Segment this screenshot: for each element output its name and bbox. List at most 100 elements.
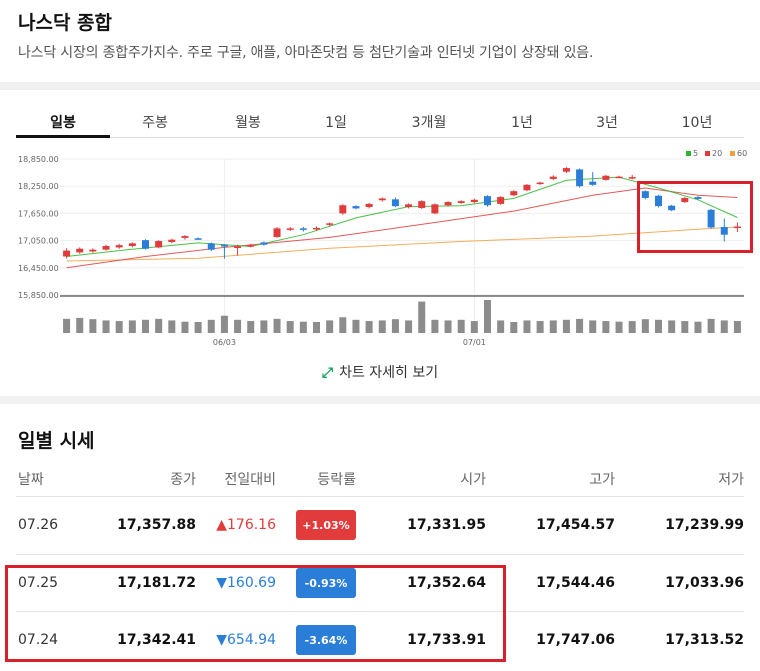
row-open: 17,331.95 [407, 517, 486, 533]
row-open: 17,352.64 [407, 575, 486, 591]
row-open: 17,733.91 [407, 632, 486, 648]
row-close: 17,357.88 [117, 517, 196, 533]
candle-body [484, 196, 491, 206]
volume-bar [194, 322, 202, 333]
legend-label: 5 [693, 149, 698, 158]
candle-body [733, 226, 741, 229]
volume-bar [286, 321, 294, 333]
index-description: 나스닥 시장의 종합주가지수. 주로 구글, 애플, 아마존닷컴 등 첨단기술과… [18, 45, 594, 61]
volume-bar [431, 319, 439, 333]
expand-icon: ⤢ [321, 365, 334, 381]
candle-body [576, 169, 584, 187]
volume-bar [536, 321, 544, 333]
y-tick-label: 18,850.00 [18, 155, 59, 164]
col-open: 시가 [460, 472, 486, 488]
chart-panel: 일봉 주봉 월봉 1일 3개월 1년 3년 10년 18,850.00 18,25… [0, 90, 760, 396]
candle-body [339, 205, 347, 214]
candle-body [181, 236, 189, 238]
volume-bar [207, 319, 215, 333]
volume-bar [720, 320, 728, 333]
candle-body [142, 240, 149, 249]
volume-bar [549, 320, 557, 333]
legend-label: 60 [737, 149, 747, 158]
legend-swatch [705, 151, 710, 156]
tab-3months[interactable]: 3개월 [411, 115, 447, 131]
candle-body [128, 243, 136, 247]
col-low: 저가 [718, 472, 744, 488]
y-tick-label: 15,850.00 [18, 291, 59, 300]
candle-body [405, 204, 413, 208]
volume-bar [155, 318, 163, 333]
candle-body [418, 201, 426, 208]
volume-bar [378, 320, 386, 333]
row-rate-badge: -3.64% [296, 625, 356, 655]
up-arrow-icon: ▲ [216, 517, 227, 533]
volume-bar [444, 320, 452, 333]
tab-weekly[interactable]: 주봉 [142, 115, 168, 131]
volume-bar [641, 319, 649, 333]
row-low: 17,313.52 [665, 632, 744, 648]
daily-title: 일별 시세 [18, 430, 95, 452]
candle-body [273, 228, 281, 237]
volume-bar [115, 321, 123, 333]
volume-bar [457, 319, 465, 333]
volume-bar [352, 319, 360, 333]
legend-swatch [730, 151, 735, 156]
volume-bar [589, 320, 597, 333]
candle-body [470, 199, 478, 203]
candle-body [510, 191, 518, 196]
volume-bar [733, 321, 741, 333]
active-tab-indicator [16, 135, 110, 138]
volume-bar [181, 321, 189, 333]
volume-bar [602, 321, 610, 333]
ma60-line [66, 226, 738, 262]
volume-bar [220, 315, 228, 333]
volume-bar [681, 321, 689, 333]
tab-monthly[interactable]: 월봉 [235, 115, 261, 131]
tab-1day[interactable]: 1일 [325, 115, 347, 131]
candle-body [365, 203, 373, 208]
chart-detail-link[interactable]: ⤢ 차트 자세히 보기 [0, 362, 760, 382]
volume-bar [562, 319, 570, 333]
volume-bar [339, 317, 347, 333]
candle-body [536, 182, 544, 185]
candle-body [115, 245, 123, 248]
row-divider [16, 496, 744, 497]
col-date: 날짜 [18, 472, 44, 488]
volume-bar [628, 321, 636, 333]
volume-bar [391, 319, 399, 333]
row-date: 07.26 [18, 517, 59, 533]
candle-body [641, 191, 649, 198]
candle-body [89, 249, 97, 252]
volume-bar [497, 320, 505, 333]
volume-bar [128, 320, 136, 333]
candle-body [247, 245, 255, 247]
candle-body [207, 243, 215, 250]
volume-bar [234, 319, 242, 333]
daily-price-panel: 일별 시세 날짜 종가 전일대비 등락률 시가 고가 저가 07.26 17,3… [0, 404, 760, 671]
volume-bar [247, 321, 255, 333]
x-tick-label: 06/03 [213, 338, 236, 347]
candle-body [102, 246, 110, 250]
y-tick-label: 17,650.00 [18, 209, 59, 218]
volume-bar [76, 317, 84, 333]
down-arrow-icon: ▼ [216, 575, 227, 591]
candle-body [444, 202, 452, 206]
row-diff-value: 176.16 [227, 517, 276, 533]
row-diff-value: 654.94 [227, 632, 276, 648]
tab-1year[interactable]: 1년 [511, 115, 533, 131]
volume-bar [299, 321, 307, 333]
candle-body [234, 246, 242, 248]
tab-3years[interactable]: 3년 [596, 115, 618, 131]
volume-bar [168, 320, 176, 333]
candle-body [694, 197, 702, 199]
row-close: 17,181.72 [117, 575, 196, 591]
tab-daily[interactable]: 일봉 [50, 115, 76, 131]
volume-bar [655, 319, 662, 333]
col-close: 종가 [170, 472, 196, 488]
volume-bar [89, 319, 97, 333]
tab-10years[interactable]: 10년 [681, 115, 713, 131]
row-diff-value: 160.69 [227, 575, 276, 591]
volume-bar [142, 319, 149, 333]
volume-bar [470, 321, 478, 333]
